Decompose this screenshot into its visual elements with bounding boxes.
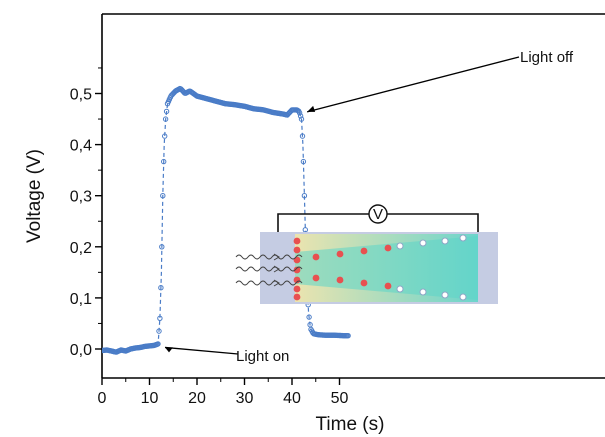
negative-charge bbox=[459, 234, 467, 242]
series-points bbox=[102, 85, 351, 355]
data-point bbox=[157, 315, 163, 321]
positive-charge bbox=[384, 244, 392, 252]
negative-charges bbox=[396, 234, 467, 301]
data-point bbox=[160, 193, 166, 199]
light-on-arrow-line bbox=[164, 346, 239, 355]
negative-charge bbox=[459, 293, 467, 301]
positive-charge bbox=[360, 247, 368, 255]
y-ticks: 0,0 0,1 0,2 0,3 0,4 0,5 bbox=[70, 67, 102, 359]
data-point bbox=[306, 314, 312, 320]
light-on-label: Light on bbox=[236, 348, 289, 365]
data-point bbox=[162, 133, 168, 139]
y-tick-label: 0,3 bbox=[70, 189, 92, 206]
data-point bbox=[296, 110, 303, 116]
x-tick-label: 40 bbox=[283, 390, 301, 407]
negative-charge bbox=[419, 288, 427, 296]
voltmeter bbox=[368, 204, 388, 224]
light-waves bbox=[235, 253, 303, 287]
data-point bbox=[301, 193, 308, 199]
light-wave bbox=[235, 254, 303, 260]
data-point bbox=[158, 285, 164, 291]
negative-charge bbox=[419, 239, 427, 247]
positive-charge bbox=[293, 246, 301, 254]
inset-schematic: V bbox=[235, 204, 498, 304]
positive-charge bbox=[293, 285, 301, 293]
light-wave bbox=[235, 280, 303, 286]
x-tick-label: 30 bbox=[236, 390, 254, 407]
x-tick-label: 20 bbox=[188, 390, 206, 407]
data-point bbox=[159, 244, 165, 250]
data-point bbox=[345, 333, 351, 339]
y-tick-label: 0,0 bbox=[70, 342, 92, 359]
data-point bbox=[155, 341, 161, 347]
light-wave-arrowhead bbox=[273, 253, 280, 261]
light-wave-arrowhead bbox=[273, 279, 280, 287]
positive-charge bbox=[293, 293, 301, 301]
positive-charge bbox=[293, 256, 301, 264]
voltmeter-label: V bbox=[373, 206, 383, 223]
positive-charges bbox=[293, 237, 392, 301]
positive-charge bbox=[336, 250, 344, 258]
y-tick-label: 0,2 bbox=[70, 240, 92, 257]
positive-charge bbox=[384, 282, 392, 290]
light-off-arrow-line bbox=[306, 56, 520, 113]
data-point bbox=[156, 328, 162, 334]
annotations: Light on Light off bbox=[164, 49, 574, 365]
light-off-label: Light off bbox=[520, 49, 574, 66]
series-line bbox=[102, 87, 349, 353]
y-tick-label: 0,5 bbox=[70, 87, 92, 104]
x-tick-label: 0 bbox=[98, 390, 107, 407]
y-tick-label: 0,4 bbox=[70, 138, 92, 155]
data-point bbox=[162, 116, 169, 122]
light-wave bbox=[235, 266, 303, 272]
negative-charge bbox=[396, 285, 404, 293]
negative-charge bbox=[441, 291, 449, 299]
x-tick-label: 10 bbox=[141, 390, 159, 407]
positive-charge bbox=[360, 279, 368, 287]
light-on-arrowhead bbox=[165, 347, 173, 353]
negative-charge bbox=[441, 237, 449, 245]
y-tick-label: 0,1 bbox=[70, 291, 92, 308]
negative-charge bbox=[396, 242, 404, 250]
light-wave-arrowhead bbox=[273, 265, 280, 273]
data-point bbox=[163, 108, 170, 115]
x-ticks: 0 10 20 30 40 50 bbox=[98, 378, 349, 407]
positive-charge bbox=[293, 237, 301, 245]
data-point bbox=[298, 116, 305, 122]
data-point bbox=[161, 158, 167, 165]
data-point bbox=[297, 113, 304, 119]
positive-charge bbox=[293, 266, 301, 274]
data-point bbox=[299, 133, 306, 139]
x-tick-label: 50 bbox=[331, 390, 349, 407]
positive-charge bbox=[293, 276, 301, 284]
x-axis-title: Time (s) bbox=[316, 414, 385, 435]
y-axis-title: Voltage (V) bbox=[24, 149, 45, 243]
data-point bbox=[300, 158, 307, 165]
light-off-arrowhead bbox=[307, 105, 316, 112]
positive-charge bbox=[312, 274, 320, 282]
positive-charge bbox=[312, 253, 320, 261]
positive-charge bbox=[336, 276, 344, 284]
